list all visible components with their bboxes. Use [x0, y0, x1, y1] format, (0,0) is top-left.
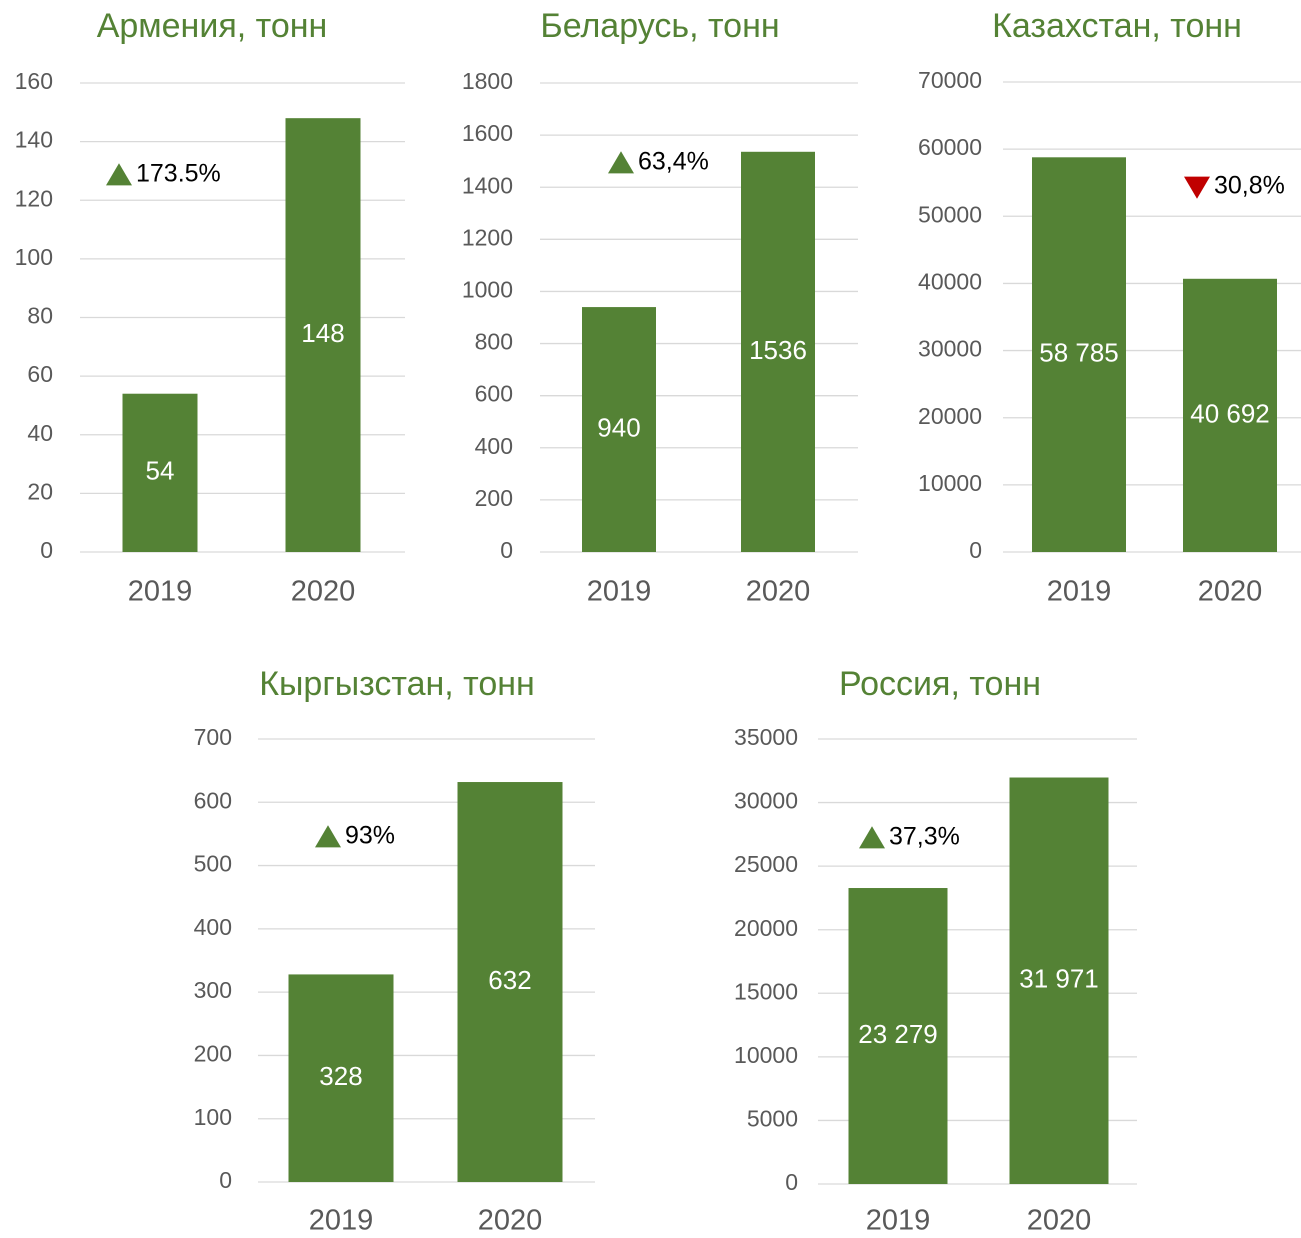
- y-tick-label: 40: [27, 420, 53, 446]
- y-tick-label: 1200: [462, 224, 513, 250]
- bar: [285, 118, 361, 553]
- value-label: 58 785: [1039, 338, 1119, 368]
- chart-title: Кыргызстан, тонн: [259, 665, 535, 703]
- chart-title: Казахстан, тонн: [992, 7, 1242, 45]
- x-tick-label: 2019: [309, 1205, 374, 1237]
- trend-arrow: [106, 163, 132, 186]
- bar: [741, 151, 815, 552]
- y-tick-label: 600: [194, 787, 232, 813]
- y-tick-label: 140: [15, 127, 53, 153]
- y-tick-label: 40000: [918, 269, 982, 295]
- bar: [582, 307, 656, 552]
- y-tick-label: 80: [27, 303, 53, 329]
- trend-arrow: [608, 151, 634, 174]
- value-label: 23 279: [858, 1019, 938, 1049]
- trend-arrow: [1184, 176, 1210, 199]
- x-tick-label: 2020: [746, 576, 811, 608]
- bar: [848, 888, 948, 1184]
- y-tick-label: 10000: [918, 470, 982, 496]
- value-label: 632: [488, 965, 531, 995]
- bar: [122, 393, 198, 552]
- y-tick-label: 700: [194, 724, 232, 750]
- y-tick-label: 1000: [462, 277, 513, 303]
- y-tick-label: 400: [475, 433, 513, 459]
- bar: [1183, 278, 1277, 552]
- trend-arrow: [859, 826, 885, 849]
- y-tick-label: 50000: [918, 201, 982, 227]
- value-label: 328: [319, 1061, 362, 1091]
- x-tick-label: 2019: [128, 576, 193, 608]
- x-tick-label: 2019: [587, 576, 652, 608]
- bar: [288, 974, 394, 1182]
- value-label: 54: [146, 456, 175, 486]
- annotation: 63,4%: [638, 148, 709, 176]
- chart-title: Россия, тонн: [839, 665, 1041, 703]
- y-tick-label: 0: [785, 1169, 798, 1195]
- y-tick-label: 0: [969, 537, 982, 563]
- y-tick-label: 60: [27, 361, 53, 387]
- x-tick-label: 2020: [1198, 576, 1263, 608]
- annotation: 173.5%: [136, 160, 221, 188]
- y-tick-label: 0: [500, 537, 513, 563]
- y-tick-label: 100: [194, 1104, 232, 1130]
- y-tick-label: 25000: [734, 851, 798, 877]
- y-tick-label: 100: [15, 244, 53, 270]
- y-tick-label: 20: [27, 478, 53, 504]
- x-tick-label: 2020: [291, 576, 356, 608]
- bar: [1009, 777, 1109, 1184]
- y-tick-label: 30000: [734, 788, 798, 814]
- y-tick-label: 400: [194, 914, 232, 940]
- bar: [457, 782, 563, 1182]
- y-tick-label: 20000: [734, 915, 798, 941]
- y-tick-label: 200: [475, 485, 513, 511]
- y-tick-label: 1400: [462, 172, 513, 198]
- x-tick-label: 2019: [866, 1205, 931, 1237]
- y-tick-label: 35000: [734, 724, 798, 750]
- y-tick-label: 300: [194, 977, 232, 1003]
- y-tick-label: 800: [475, 329, 513, 355]
- y-tick-label: 500: [194, 851, 232, 877]
- y-tick-label: 120: [15, 185, 53, 211]
- y-tick-label: 1600: [462, 120, 513, 146]
- y-tick-label: 10000: [734, 1042, 798, 1068]
- y-tick-label: 1800: [462, 68, 513, 94]
- x-tick-label: 2020: [478, 1205, 543, 1237]
- chart-title: Беларусь, тонн: [540, 7, 779, 45]
- bar: [1032, 157, 1126, 552]
- value-label: 40 692: [1190, 398, 1270, 428]
- value-label: 148: [301, 318, 344, 348]
- trend-arrow: [315, 825, 341, 848]
- value-label: 940: [597, 412, 640, 442]
- annotation: 30,8%: [1214, 172, 1285, 200]
- y-tick-label: 60000: [918, 134, 982, 160]
- x-tick-label: 2019: [1047, 576, 1112, 608]
- y-tick-label: 200: [194, 1041, 232, 1067]
- y-tick-label: 70000: [918, 67, 982, 93]
- y-tick-label: 600: [475, 381, 513, 407]
- y-tick-label: 15000: [734, 978, 798, 1004]
- y-tick-label: 160: [15, 68, 53, 94]
- chart-title: Армения, тонн: [97, 7, 328, 45]
- annotation: 37,3%: [889, 823, 960, 851]
- y-tick-label: 5000: [747, 1106, 798, 1132]
- y-tick-label: 0: [40, 537, 53, 563]
- value-label: 1536: [749, 335, 807, 365]
- y-tick-label: 0: [219, 1167, 232, 1193]
- y-tick-label: 20000: [918, 403, 982, 429]
- y-tick-label: 30000: [918, 336, 982, 362]
- value-label: 31 971: [1019, 964, 1099, 994]
- annotation: 93%: [345, 822, 395, 850]
- x-tick-label: 2020: [1027, 1205, 1092, 1237]
